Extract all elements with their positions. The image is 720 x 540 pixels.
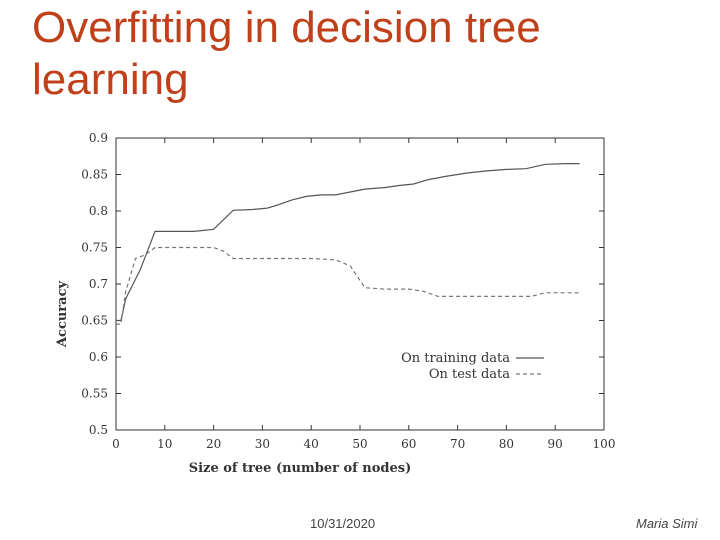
x-tick-label: 40 — [304, 437, 319, 451]
x-tick-label: 80 — [499, 437, 514, 451]
footer-author: Maria Simi — [636, 516, 698, 531]
y-tick-label: 0.9 — [89, 131, 108, 145]
x-tick-label: 10 — [157, 437, 172, 451]
y-axis-label: Accuracy — [55, 281, 70, 349]
y-tick-label: 0.6 — [89, 350, 108, 364]
legend-label: On test data — [429, 367, 510, 382]
y-tick-label: 0.8 — [89, 204, 108, 218]
accuracy-chart: 0 10 20 30 40 50 60 70 80 90 100 0.5 0.55 0.6 0.65 0.7 0… — [55, 131, 615, 476]
x-tick-label: 20 — [206, 437, 221, 451]
y-tick-label: 0.5 — [89, 423, 108, 437]
x-tick-label: 60 — [401, 437, 416, 451]
x-tick-label: 70 — [450, 437, 465, 451]
x-tick-label: 0 — [112, 437, 120, 451]
slide-title: Overfitting in decision tree learning — [32, 3, 541, 104]
footer-date: 10/31/2020 — [310, 516, 376, 531]
y-tick-label: 0.85 — [81, 168, 108, 182]
x-tick-label: 50 — [352, 437, 367, 451]
series-line-test — [116, 246, 580, 325]
y-tick-label: 0.55 — [81, 387, 108, 401]
x-tick-label: 90 — [548, 437, 563, 451]
series-layer — [116, 163, 580, 325]
x-tick-label: 30 — [255, 437, 270, 451]
y-tick-label: 0.7 — [89, 277, 108, 291]
y-tick-label: 0.65 — [81, 314, 108, 328]
x-tick-label: 100 — [593, 437, 616, 451]
axis-ticks: 0 10 20 30 40 50 60 70 80 90 100 0.5 0.55 0.6 0.65 0.7 0… — [81, 131, 615, 451]
legend-label: On training data — [401, 351, 510, 366]
y-tick-label: 0.75 — [81, 241, 108, 255]
plot-frame — [115, 137, 605, 431]
series-line-training — [116, 163, 580, 322]
x-axis-label: Size of tree (number of nodes) — [189, 461, 412, 476]
